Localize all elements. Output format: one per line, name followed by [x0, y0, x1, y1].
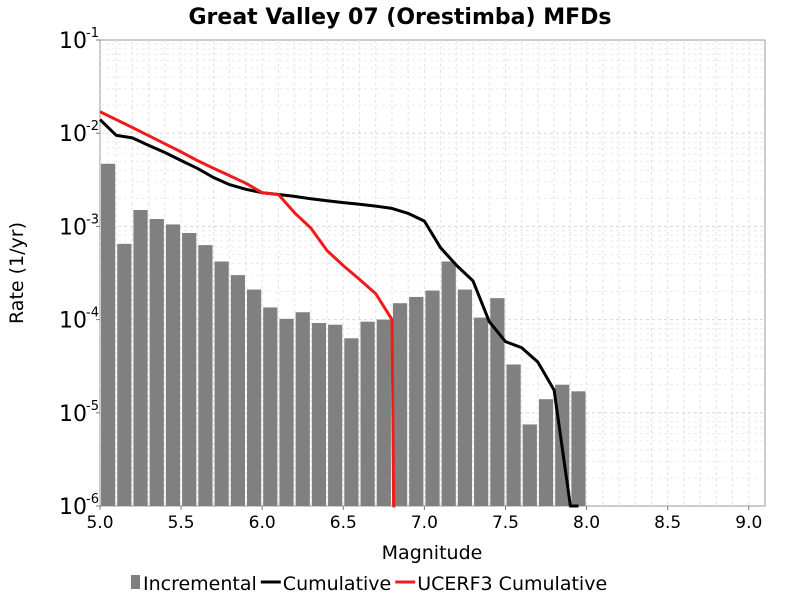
incremental-bar [344, 338, 359, 506]
legend-label-incremental: Incremental [143, 573, 257, 595]
incremental-bar [214, 261, 229, 506]
x-tick-label: 9.0 [735, 513, 762, 533]
incremental-bar [538, 399, 554, 506]
incremental-bar [474, 317, 489, 506]
incremental-bar [506, 364, 521, 506]
y-tick-exponent: -5 [86, 399, 99, 414]
y-tick-exponent: -2 [86, 119, 99, 134]
incremental-bar [360, 321, 375, 506]
incremental-bar [311, 322, 327, 506]
x-tick-label: 6.5 [330, 513, 357, 533]
legend-swatch-incremental [131, 575, 140, 589]
y-tick-exponent: -1 [86, 26, 99, 41]
x-tick-label: 5.5 [168, 513, 195, 533]
incremental-bar [198, 245, 213, 507]
incremental-bar [263, 307, 278, 506]
incremental-bar [409, 296, 424, 506]
legend: Incremental Cumulative UCERF3 Cumulative [131, 573, 607, 595]
cumulative-lines [98, 110, 579, 508]
incremental-bar [101, 163, 116, 506]
y-tick-base: 10 [59, 309, 87, 334]
y-tick-exponent: -3 [86, 212, 99, 227]
cumulative-line [98, 118, 579, 508]
x-tick-label: 6.0 [249, 513, 276, 533]
legend-label-ucerf3-cumulative: UCERF3 Cumulative [417, 573, 607, 595]
y-tick-exponent: -6 [86, 492, 99, 507]
x-tick-label: 7.5 [492, 513, 519, 533]
incremental-bar [165, 224, 181, 506]
incremental-bar [117, 243, 132, 506]
ucerf3-cumulative-line [99, 110, 396, 508]
incremental-bar [376, 319, 391, 506]
incremental-bar [328, 324, 343, 506]
incremental-bar [490, 298, 505, 506]
legend-label-cumulative: Cumulative [283, 573, 391, 595]
y-tick-labels: 10-110-210-310-410-510-6 [59, 26, 100, 520]
x-tick-label: 7.0 [411, 513, 438, 533]
incremental-bar [457, 289, 473, 506]
x-tick-label: 5.0 [86, 513, 113, 533]
incremental-bar [133, 209, 148, 507]
y-tick-base: 10 [59, 495, 87, 520]
incremental-bar [295, 312, 310, 506]
x-tick-labels: 5.0 5.5 6.0 6.5 7.0 7.5 8.0 8.5 9.0 [86, 506, 762, 533]
chart-title: Great Valley 07 (Orestimba) MFDs [189, 5, 612, 30]
incremental-bar [522, 424, 537, 506]
y-tick-base: 10 [59, 122, 87, 147]
incremental-bar [279, 318, 294, 506]
incremental-bar [182, 232, 197, 506]
incremental-bar [425, 290, 440, 506]
x-tick-label: 8.0 [573, 513, 600, 533]
incremental-bar [392, 303, 408, 506]
incremental-bar [441, 261, 456, 506]
y-tick-base: 10 [59, 215, 87, 240]
y-tick-base: 10 [59, 402, 87, 427]
incremental-bar [230, 275, 245, 506]
incremental-bar [246, 289, 262, 506]
y-tick-base: 10 [59, 29, 87, 54]
incremental-bars [101, 163, 586, 507]
x-axis-label: Magnitude [382, 542, 483, 564]
y-axis-label: Rate (1/yr) [6, 222, 28, 324]
x-tick-label: 8.5 [654, 513, 681, 533]
incremental-bar [571, 391, 586, 506]
incremental-bar [149, 219, 164, 506]
y-tick-exponent: -4 [86, 306, 99, 321]
